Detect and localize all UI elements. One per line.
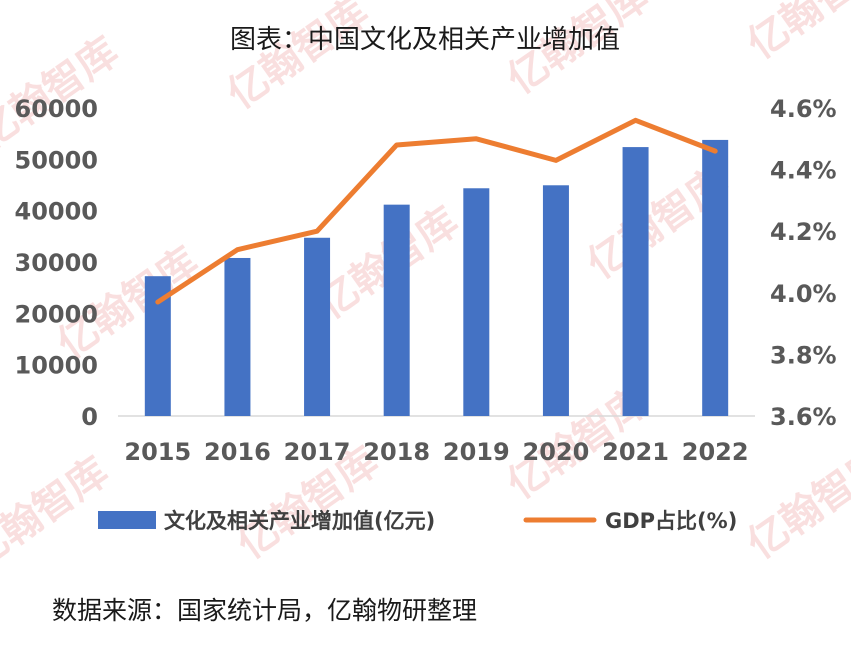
right-tick-label: 3.8%	[770, 341, 837, 369]
bar	[224, 257, 251, 416]
right-tick-label: 4.2%	[770, 218, 837, 246]
left-tick-label: 20000	[15, 300, 99, 328]
left-tick-label: 10000	[15, 352, 99, 380]
x-tick-label: 2022	[682, 438, 749, 466]
left-tick-label: 0	[81, 403, 98, 431]
right-tick-label: 4.4%	[770, 157, 837, 185]
legend-label-bar: 文化及相关产业增加值(亿元)	[164, 509, 435, 533]
bar	[463, 188, 490, 416]
x-tick-label: 2018	[363, 438, 430, 466]
x-tick-label: 2019	[443, 438, 510, 466]
x-tick-label: 2015	[124, 438, 191, 466]
left-axis: 0 10000 20000 30000 40000 50000 60000	[15, 95, 99, 431]
bar	[304, 237, 331, 416]
source-note: 数据来源：国家统计局，亿翰物研整理	[52, 596, 477, 625]
x-tick-label: 2017	[284, 438, 351, 466]
bar	[702, 139, 729, 416]
watermark-logo: 亿翰智库	[0, 29, 127, 158]
legend-label-line: GDP占比(%)	[605, 509, 737, 533]
left-tick-label: 60000	[15, 95, 99, 123]
bar	[542, 185, 569, 416]
watermark-logo: 亿翰智库	[739, 0, 851, 68]
right-tick-label: 4.6%	[770, 95, 837, 123]
left-tick-label: 50000	[15, 146, 99, 174]
chart-title: 图表：中国文化及相关产业增加值	[230, 25, 620, 55]
bar	[383, 204, 410, 416]
x-axis: 2015 2016 2017 2018 2019 2020 2021 2022	[124, 438, 748, 466]
gdp-share-line	[155, 117, 718, 305]
x-tick-label: 2021	[602, 438, 669, 466]
left-tick-label: 30000	[15, 249, 99, 277]
right-axis: 3.6% 3.8% 4.0% 4.2% 4.4% 4.6%	[770, 95, 837, 431]
left-tick-label: 40000	[15, 198, 99, 226]
bar	[622, 147, 649, 416]
x-tick-label: 2020	[523, 438, 590, 466]
line-series	[155, 117, 718, 305]
right-tick-label: 4.0%	[770, 280, 837, 308]
legend: 文化及相关产业增加值(亿元) GDP占比(%)	[98, 509, 737, 533]
watermark-logo: 亿翰智库	[219, 0, 376, 118]
x-tick-label: 2016	[204, 438, 271, 466]
legend-swatch-bar	[98, 511, 156, 529]
right-tick-label: 3.6%	[770, 403, 837, 431]
bar-series	[144, 139, 729, 416]
watermark-logo: 亿翰智库	[739, 439, 851, 568]
